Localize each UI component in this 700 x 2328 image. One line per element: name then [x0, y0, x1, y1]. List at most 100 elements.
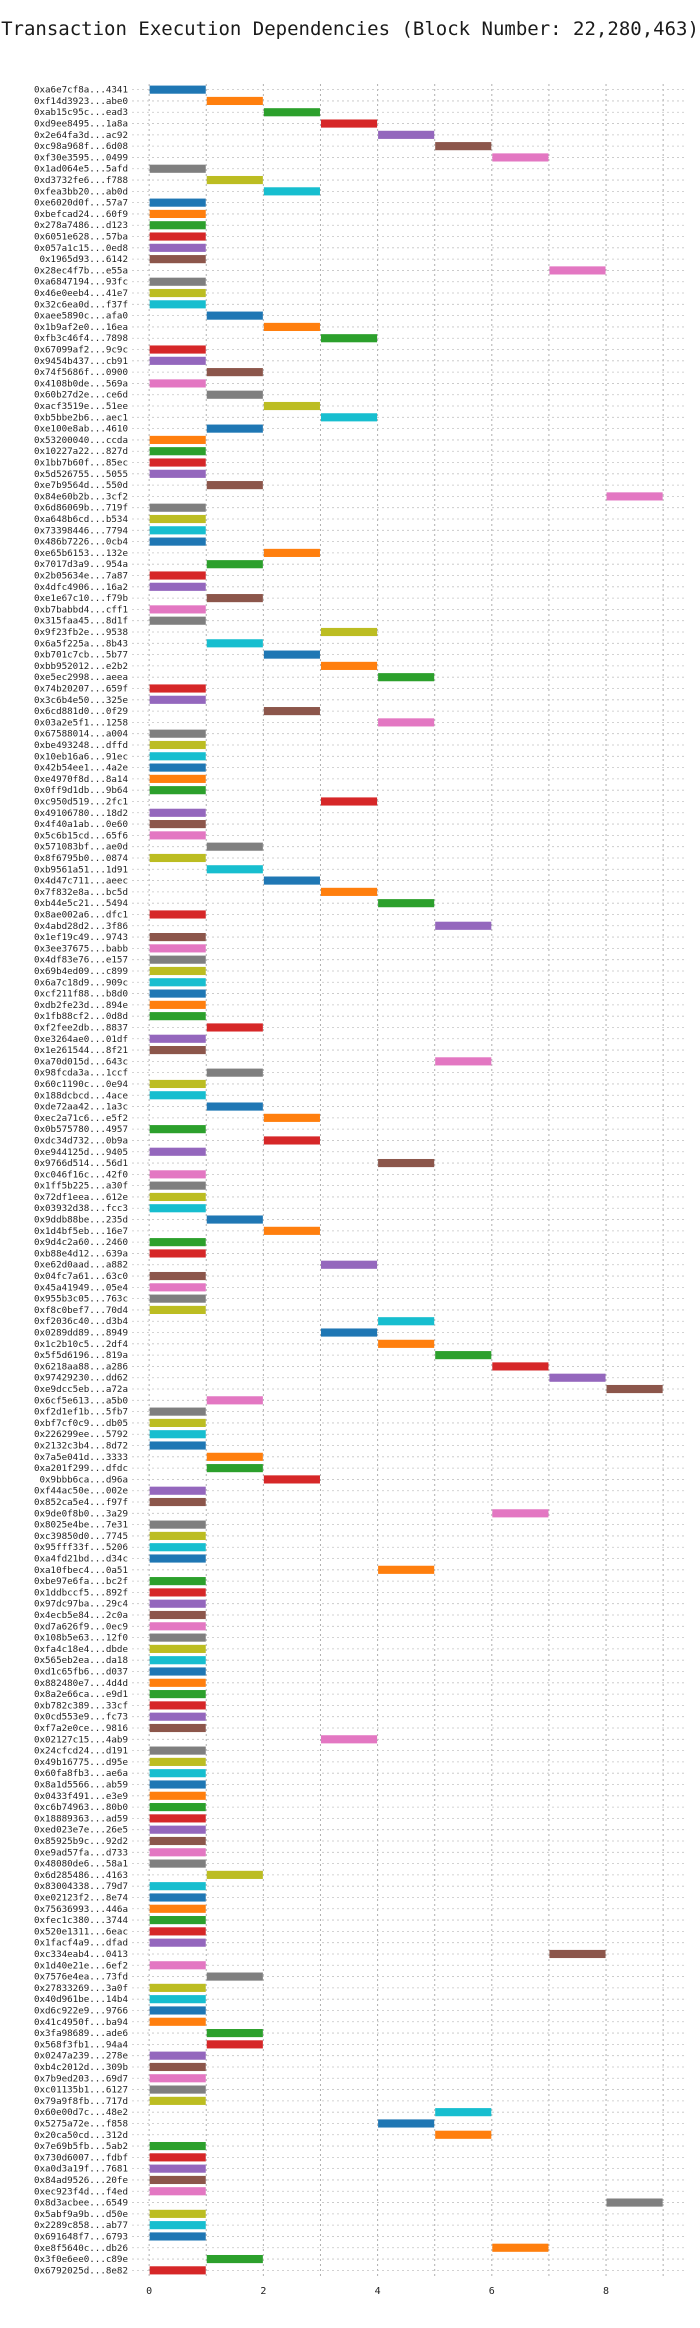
y-tick-label: 0xe65b6153...132e — [34, 548, 128, 559]
y-tick-label: 0xed023e7e...26e5 — [34, 1825, 128, 1836]
y-tick-label: 0x852ca5e4...f97f — [34, 1497, 128, 1508]
y-tick-label: 0xcf211f88...b8d0 — [34, 989, 128, 1000]
y-tick-label: 0xa6e7cf8a...4341 — [34, 85, 128, 96]
y-tick-label: 0x32c6ea0d...f37f — [34, 299, 128, 310]
y-tick-label: 0xe1e67c10...f79b — [34, 593, 128, 604]
y-tick-label: 0xa6847194...93fc — [34, 277, 128, 288]
x-tick-label: 2 — [260, 2286, 266, 2297]
y-tick-label: 0x4dfc4906...16a2 — [34, 582, 128, 593]
transaction-bar — [320, 627, 378, 637]
transaction-bar — [206, 1464, 263, 1473]
y-tick-label: 0x1965d93...6142 — [39, 254, 128, 265]
transaction-bar — [149, 243, 206, 252]
transaction-bar — [263, 401, 320, 411]
y-tick-label: 0xb9561a51...1d91 — [34, 864, 128, 875]
y-tick-label: 0x95fff33f...5206 — [34, 1542, 128, 1553]
y-tick-label: 0xb5bbe2b6...aec1 — [34, 412, 128, 423]
y-tick-label: 0xfb3c46f4...7898 — [34, 333, 128, 344]
y-tick-label: 0xa10fbec4...0a51 — [34, 1565, 128, 1576]
y-tick-label: 0x565eb2ea...da18 — [34, 1655, 128, 1666]
bars-group — [149, 85, 663, 2275]
y-tick-label: 0x0ff9d1db...9b64 — [34, 785, 129, 796]
transaction-bar — [149, 1305, 206, 1315]
y-tick-label: 0x1e261544...8f21 — [34, 1045, 128, 1056]
y-tick-label: 0xc98a968f...6d08 — [34, 141, 128, 152]
transaction-bar — [149, 1418, 206, 1427]
transaction-bar — [549, 1373, 606, 1382]
y-tick-labels: 0xa6e7cf8a...43410xf14d3923...abe00xab15… — [34, 85, 129, 2277]
transaction-bar — [263, 1136, 320, 1145]
y-tick-label: 0x7b9ed203...69d7 — [34, 2073, 128, 2084]
y-tick-label: 0xf8c0bef7...70d4 — [34, 1305, 129, 1316]
y-tick-label: 0xc950d519...2fc1 — [34, 796, 128, 807]
y-tick-label: 0x97429230...dd62 — [34, 1373, 128, 1384]
y-tick-label: 0xb44e5c21...5494 — [34, 898, 129, 909]
transaction-bar — [149, 1780, 206, 1789]
transaction-bar — [149, 1531, 206, 1540]
y-tick-label: 0x7e69b5fb...5ab2 — [34, 2141, 128, 2152]
transaction-bar — [149, 277, 206, 286]
y-tick-label: 0xbb952012...e2b2 — [34, 661, 128, 672]
y-tick-label: 0xec2a71c6...e5f2 — [34, 1113, 128, 1124]
transaction-bar — [149, 2062, 206, 2072]
y-tick-label: 0x3fa98689...ade6 — [34, 2028, 128, 2039]
transaction-bar — [149, 808, 206, 817]
transaction-bar — [149, 1610, 206, 1620]
y-tick-label: 0x9f23fb2e...9538 — [34, 627, 128, 638]
x-tick-labels: 0 2 4 6 8 — [146, 2286, 609, 2297]
y-tick-label: 0x9d4c2a60...2460 — [34, 1237, 128, 1248]
y-tick-label: 0xa648b6cd...b534 — [34, 514, 129, 525]
y-tick-label: 0x5d526755...5055 — [34, 469, 128, 480]
y-tick-label: 0x85925b9c...92d2 — [34, 1836, 128, 1847]
horizontal-gridlines — [132, 89, 686, 2271]
y-tick-label: 0x4abd28d2...3f86 — [34, 921, 128, 932]
y-tick-label: 0x1ddbccf5...892f — [34, 1587, 128, 1598]
y-tick-label: 0x74f5686f...0900 — [34, 367, 128, 378]
transaction-bar — [149, 1814, 206, 1823]
transaction-bar — [149, 1961, 206, 1970]
transaction-bar — [320, 887, 378, 896]
y-tick-label: 0x730d6007...fdbf — [34, 2152, 128, 2163]
transaction-bar — [149, 933, 206, 942]
transaction-bar — [149, 1791, 206, 1800]
y-tick-label: 0x571083bf...ae0d — [34, 842, 128, 853]
transaction-bar — [149, 955, 206, 964]
y-tick-label: 0xfea3bb20...ab0d — [34, 186, 128, 197]
y-tick-label: 0xf30e3595...0499 — [34, 152, 128, 163]
y-tick-label: 0x45a41949...05e4 — [34, 1282, 129, 1293]
transaction-bar — [149, 345, 206, 354]
y-tick-label: 0x278a7486...d123 — [34, 220, 128, 231]
y-tick-label: 0x60b27d2e...ce6d — [34, 390, 128, 401]
transaction-bar — [206, 594, 263, 603]
transaction-bar — [149, 1893, 206, 1902]
transaction-bar — [149, 1407, 206, 1416]
transaction-bar — [320, 1260, 378, 1269]
transaction-bar — [149, 2006, 206, 2015]
transaction-bar — [149, 1000, 206, 1009]
y-tick-label: 0xa201f299...dfdc — [34, 1463, 128, 1474]
y-tick-label: 0x0cd553e9...fc73 — [34, 1712, 128, 1723]
y-tick-label: 0xf14d3923...abe0 — [34, 96, 128, 107]
transaction-bar — [378, 130, 435, 139]
y-tick-label: 0x6792025d...8e82 — [34, 2265, 128, 2276]
transaction-bar — [149, 1938, 206, 1947]
transaction-bar — [206, 560, 263, 569]
transaction-bar — [149, 1916, 206, 1925]
transaction-bar — [149, 164, 206, 173]
transaction-bar — [149, 944, 206, 953]
transaction-bar — [206, 175, 263, 185]
transaction-bar — [149, 729, 206, 738]
transaction-bar — [149, 1430, 206, 1439]
y-tick-label: 0xfec1c380...3744 — [34, 1915, 129, 1926]
y-tick-label: 0x9454b437...cb91 — [34, 356, 128, 367]
transaction-bar — [263, 876, 320, 885]
y-tick-label: 0x9bbb6ca...d96a — [39, 1474, 128, 1485]
transaction-bar — [263, 1475, 320, 1484]
y-tick-label: 0x2b05634e...7a87 — [34, 571, 128, 582]
transaction-bar — [149, 1995, 206, 2004]
y-tick-label: 0x5275a72e...f858 — [34, 2118, 128, 2129]
transaction-bar — [149, 605, 206, 614]
y-tick-label: 0x486b7226...0cb4 — [34, 537, 129, 548]
transaction-bar — [378, 718, 435, 727]
